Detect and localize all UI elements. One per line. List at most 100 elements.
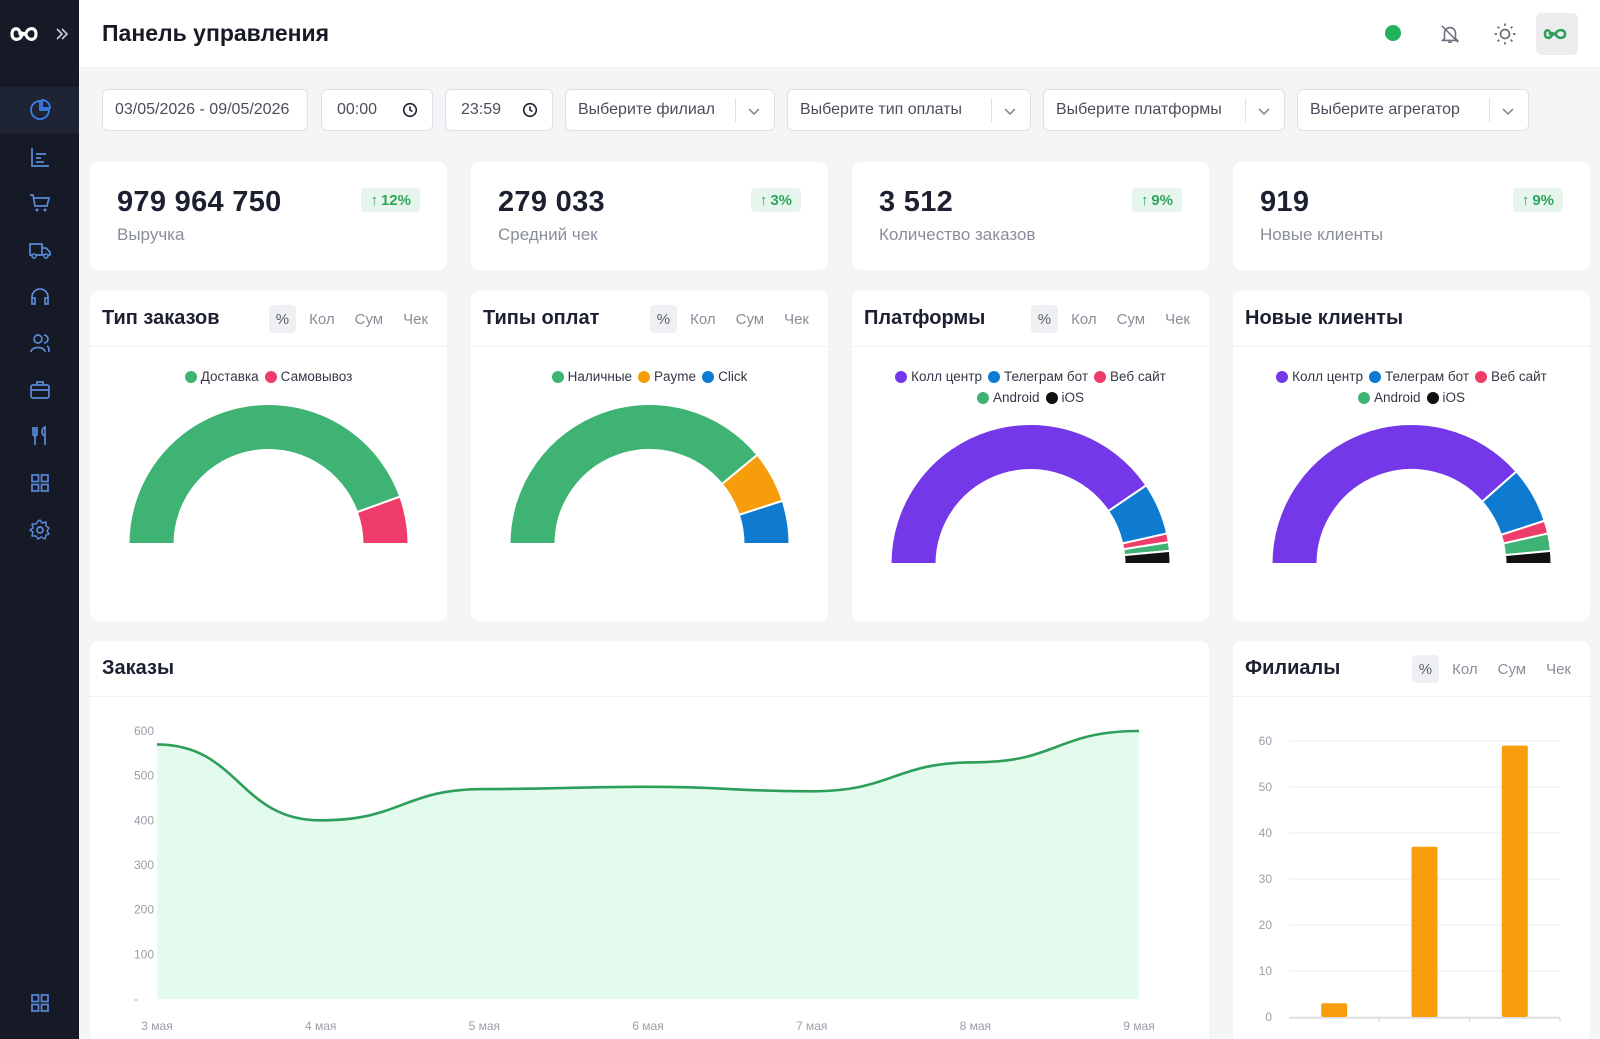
card-title: Тип заказов: [102, 307, 220, 329]
toggle-percent[interactable]: %: [1030, 305, 1059, 333]
nav-reports[interactable]: [0, 134, 79, 180]
y-tick-label: 600: [134, 724, 154, 738]
stat-card-average-check: 279 033 Средний чек ↑ 3%: [471, 162, 828, 270]
utensils-icon: [31, 425, 46, 445]
bar[interactable]: [1501, 745, 1528, 1017]
toggle-check[interactable]: Чек: [784, 310, 809, 328]
toggle-count[interactable]: Кол: [309, 310, 335, 328]
legend-item[interactable]: Колл центр: [1276, 367, 1363, 387]
toggle-sum[interactable]: Сум: [1116, 310, 1146, 328]
date-range-picker[interactable]: 03/05/2026 - 09/05/2026: [102, 89, 308, 131]
infinity-logo-icon: [1543, 28, 1567, 40]
platforms-select[interactable]: Выберите платформы: [1043, 89, 1285, 131]
y-tick-label: -: [134, 992, 138, 1006]
toggle-check[interactable]: Чек: [1165, 310, 1190, 328]
gauge-segment[interactable]: [737, 499, 791, 545]
aggregator-select[interactable]: Выберите агрегатор: [1297, 89, 1529, 131]
legend-item[interactable]: Самовывоз: [264, 367, 352, 387]
gauge-segment[interactable]: [127, 403, 402, 545]
nav-support[interactable]: [0, 274, 79, 320]
legend-item[interactable]: Колл центр: [895, 367, 982, 387]
legend-item[interactable]: Android: [1357, 388, 1421, 408]
time-from-picker[interactable]: 00:00: [321, 89, 433, 131]
y-tick-label: 400: [134, 813, 154, 827]
legend-label: Android: [992, 390, 1040, 406]
toggle-percent[interactable]: %: [1411, 655, 1440, 683]
x-tick-label: 6 мая: [632, 1019, 663, 1033]
new-clients-card: Новые клиенты Колл центр Телеграм бот Веб …: [1233, 291, 1590, 621]
card-title: Типы оплат: [483, 307, 600, 329]
app-logo[interactable]: [0, 0, 79, 68]
legend-item[interactable]: Веб сайт: [1094, 367, 1166, 387]
toggle-check[interactable]: Чек: [403, 310, 428, 328]
expand-chevrons-icon[interactable]: [54, 26, 70, 42]
bar[interactable]: [1411, 846, 1438, 1017]
profile-button[interactable]: [1536, 13, 1578, 55]
x-tick-label: 8 мая: [960, 1019, 991, 1033]
area-fill: [157, 731, 1139, 999]
bar[interactable]: [1321, 1003, 1348, 1017]
y-tick-label: 0: [1265, 1010, 1272, 1024]
branches-bar-chart: 0 10 20 30 40 50 60: [1259, 734, 1561, 1024]
x-tick-label: 4 мая: [305, 1019, 336, 1033]
legend-item[interactable]: Payme: [638, 367, 696, 387]
nav-menu[interactable]: [0, 413, 79, 459]
gauge-segment[interactable]: [889, 423, 1148, 565]
nav-apps[interactable]: [0, 980, 79, 1026]
time-to-picker[interactable]: 23:59: [445, 89, 553, 131]
toggle-sum[interactable]: Сум: [1497, 660, 1527, 678]
platforms-card: Платформы % Кол Сум Чек Колл центр Телегр…: [852, 291, 1209, 621]
legend-item[interactable]: Наличные: [551, 367, 632, 387]
legend-swatch: [1094, 370, 1107, 383]
sun-icon: [1494, 23, 1516, 45]
x-tick-label: 9 мая: [1123, 1019, 1154, 1033]
card-title: Платформы: [864, 307, 986, 329]
toggle-percent[interactable]: %: [649, 305, 678, 333]
branch-select[interactable]: Выберите филиал: [565, 89, 775, 131]
theme-toggle-button[interactable]: [1489, 18, 1521, 50]
nav-customers[interactable]: [0, 320, 79, 366]
legend-item[interactable]: Телеграм бот: [987, 367, 1088, 387]
card-title: Филиалы: [1245, 657, 1341, 679]
toggle-check[interactable]: Чек: [1546, 660, 1571, 678]
toggle-percent[interactable]: %: [268, 305, 297, 333]
legend-label: Payme: [654, 369, 697, 384]
chart-legend: Наличные Payme Click: [471, 367, 828, 388]
pie-chart-icon: [29, 99, 51, 120]
gauge-segment[interactable]: [1122, 549, 1172, 565]
orders-line[interactable]: [156, 729, 1140, 822]
nav-catalog[interactable]: [0, 460, 79, 506]
legend-item[interactable]: Телеграм бот: [1368, 367, 1470, 387]
toggle-count[interactable]: Кол: [690, 310, 716, 328]
legend-label: Телеграм бот: [1384, 369, 1470, 384]
nav-orders[interactable]: [0, 180, 79, 226]
settings-icon: [28, 519, 50, 540]
change-badge: ↑ 12%: [361, 188, 420, 212]
x-tick-label: 3 мая: [141, 1019, 172, 1033]
legend-item[interactable]: iOS: [1426, 388, 1465, 408]
bell-off-icon: [1440, 25, 1460, 44]
notifications-button[interactable]: [1434, 18, 1466, 50]
orders-area-chart: - 100 200 300 400 500 600 3 мая 4 мая 5 мая 6 мая 7…: [134, 724, 1155, 1033]
nav-dashboard[interactable]: [0, 87, 79, 133]
toggle-sum[interactable]: Сум: [735, 310, 765, 328]
legend-item[interactable]: Click: [702, 367, 747, 387]
gauge-segment[interactable]: [1503, 549, 1553, 565]
arrow-up-icon: ↑: [1521, 191, 1530, 209]
toggle-count[interactable]: Кол: [1071, 310, 1097, 328]
toggle-sum[interactable]: Сум: [354, 310, 384, 328]
nav-business[interactable]: [0, 367, 79, 413]
payment-type-select[interactable]: Выберите тип оплаты: [787, 89, 1031, 131]
legend-swatch: [184, 370, 197, 383]
legend-item[interactable]: Веб сайт: [1475, 367, 1547, 387]
nav-delivery[interactable]: [0, 227, 79, 273]
legend-item[interactable]: iOS: [1045, 388, 1084, 408]
legend-item[interactable]: Android: [976, 388, 1040, 408]
gauge-segment[interactable]: [355, 495, 410, 545]
toggle-count[interactable]: Кол: [1452, 660, 1478, 678]
gauge-segment[interactable]: [508, 403, 759, 545]
headset-icon: [30, 288, 49, 305]
gauge-segment[interactable]: [1270, 423, 1518, 565]
nav-settings[interactable]: [0, 507, 79, 553]
legend-item[interactable]: Доставка: [184, 367, 259, 387]
